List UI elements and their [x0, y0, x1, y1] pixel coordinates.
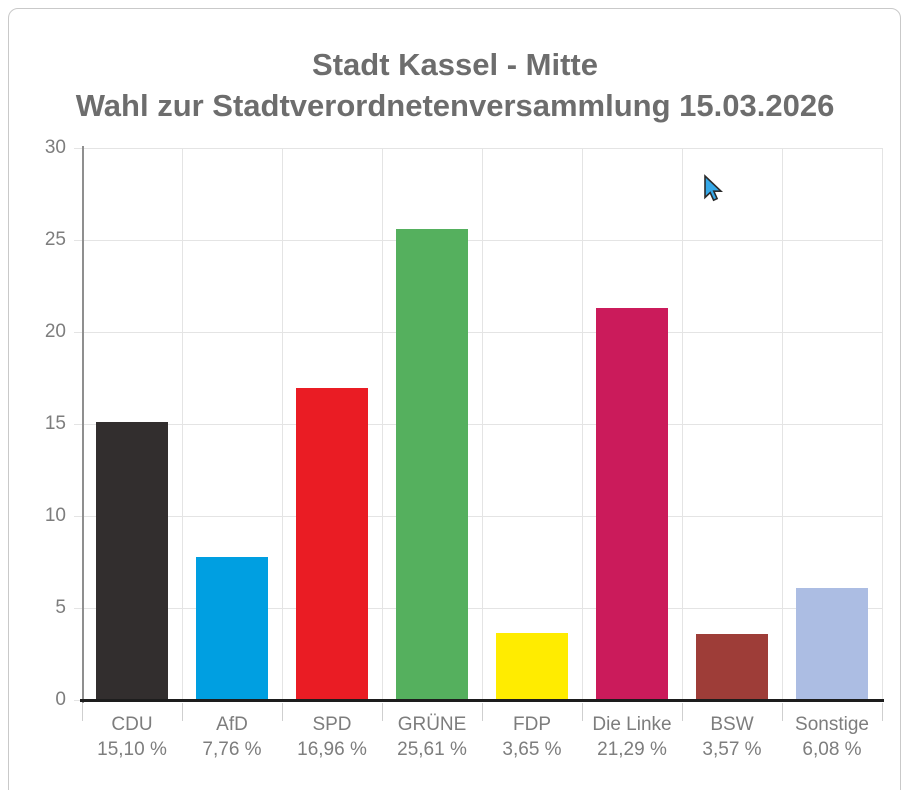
gridline-h-15: [74, 424, 882, 425]
x-axis-tick-4: [482, 703, 483, 721]
bar-fdp: [496, 632, 568, 700]
category-name-label: BSW: [710, 714, 754, 735]
bar-cdu: [96, 422, 168, 700]
x-axis-category-label: CDU 15,10 %: [82, 712, 182, 762]
x-axis-tick-2: [282, 703, 283, 721]
category-percent-label: 6,08 %: [802, 739, 862, 760]
x-axis-tick-3: [382, 703, 383, 721]
bar-grüne: [396, 228, 468, 700]
category-percent-label: 15,10 %: [97, 739, 167, 760]
x-axis-tick-1: [182, 703, 183, 721]
y-axis-tick-label: 10: [44, 505, 66, 526]
chart-title-line1: Stadt Kassel - Mitte: [312, 47, 598, 82]
x-axis-tick-0: [82, 703, 83, 721]
x-axis-tick-7: [782, 703, 783, 721]
gridline-v-7: [782, 148, 783, 700]
category-percent-label: 3,65 %: [502, 739, 562, 760]
category-percent-label: 7,76 %: [202, 739, 262, 760]
bar-spd: [296, 387, 368, 700]
x-axis-category-label: BSW 3,57 %: [682, 712, 782, 762]
category-percent-label: 25,61 %: [397, 739, 467, 760]
category-name-label: Die Linke: [592, 714, 672, 735]
x-axis-tick-6: [682, 703, 683, 721]
gridline-v-1: [182, 148, 183, 700]
category-name-label: FDP: [513, 714, 551, 735]
x-axis-category-label: Sonstige 6,08 %: [782, 712, 882, 762]
y-axis-line: [82, 146, 84, 703]
x-axis-category-label: Die Linke 21,29 %: [582, 712, 682, 762]
y-axis-tick-label: 20: [44, 321, 66, 342]
y-axis-tick-label: 0: [55, 689, 66, 710]
bar-sonstige: [796, 588, 868, 700]
gridline-h-5: [74, 608, 882, 609]
x-axis-tick-8: [882, 703, 883, 721]
category-name-label: GRÜNE: [397, 714, 467, 735]
gridline-v-8: [882, 148, 883, 700]
x-axis-category-label: SPD 16,96 %: [282, 712, 382, 762]
bar-afd: [196, 557, 268, 700]
x-axis-category-label: GRÜNE 25,61 %: [382, 712, 482, 762]
y-axis-tick-label: 30: [44, 137, 66, 158]
category-name-label: Sonstige: [795, 714, 869, 735]
y-axis-tick-label: 15: [44, 413, 66, 434]
x-axis-category-label: FDP 3,65 %: [482, 712, 582, 762]
y-axis-tick-label: 5: [55, 597, 66, 618]
gridline-v-5: [582, 148, 583, 700]
category-percent-label: 3,57 %: [702, 739, 762, 760]
y-axis-tick-label: 25: [44, 229, 66, 250]
category-name-label: CDU: [111, 714, 153, 735]
chart-title: Stadt Kassel - Mitte Wahl zur Stadtveror…: [8, 44, 902, 126]
category-percent-label: 16,96 %: [297, 739, 367, 760]
x-axis-line: [80, 699, 884, 702]
gridline-h-20: [74, 332, 882, 333]
axis-tick-y-0: [74, 700, 82, 701]
x-axis-tick-5: [582, 703, 583, 721]
category-percent-label: 21,29 %: [597, 739, 667, 760]
gridline-h-25: [74, 240, 882, 241]
gridline-h-10: [74, 516, 882, 517]
gridline-v-3: [382, 148, 383, 700]
bar-die-linke: [596, 308, 668, 700]
gridline-v-6: [682, 148, 683, 700]
category-name-label: AfD: [216, 714, 248, 735]
bar-bsw: [696, 634, 768, 700]
category-name-label: SPD: [312, 714, 352, 735]
x-axis-category-label: AfD 7,76 %: [182, 712, 282, 762]
gridline-h-30: [74, 148, 882, 149]
gridline-v-2: [282, 148, 283, 700]
chart-title-line2: Wahl zur Stadtverordnetenversammlung 15.…: [75, 88, 835, 123]
gridline-v-4: [482, 148, 483, 700]
mouse-cursor-icon: [704, 174, 723, 202]
